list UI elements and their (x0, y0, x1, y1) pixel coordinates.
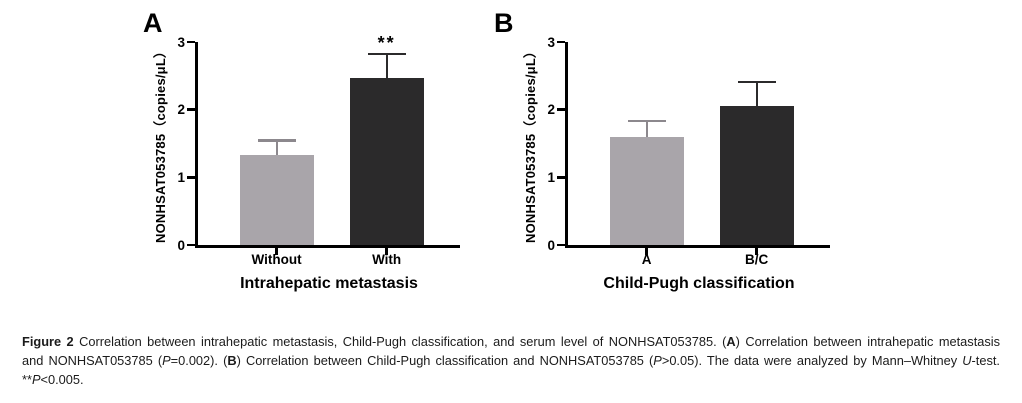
y-tick-label: 2 (177, 102, 185, 118)
chart-panel-b: B NONHSAT053785（copies/μL） Child-Pugh cl… (494, 10, 830, 292)
bar-a (609, 137, 684, 245)
x-category-label: A (641, 252, 652, 267)
error-bar-cap (257, 139, 296, 142)
caption-line: and NONHSAT053785 (P=0.002). (B) Correla… (22, 351, 1000, 370)
x-axis-line (195, 245, 460, 248)
y-tick-mark (187, 108, 195, 111)
error-bar-line (275, 139, 278, 155)
x-axis-title: Child-Pugh classification (603, 275, 795, 292)
caption-text: ) Correlation between Child-Pugh classif… (236, 353, 654, 368)
error-bar-line (645, 119, 648, 138)
bar-b-c (719, 105, 794, 245)
caption-text: ** (22, 372, 32, 387)
chart-panel-a: A NONHSAT053785（copies/μL） Intrahepatic … (143, 10, 460, 292)
error-bar-line (385, 52, 388, 78)
y-tick-mark (557, 243, 565, 247)
caption-text: Figure 2 (22, 334, 74, 349)
y-axis-line (565, 42, 568, 248)
y-tick-label: 1 (177, 169, 185, 185)
x-category-label: B/C (745, 252, 769, 267)
x-category-label: With (372, 252, 402, 267)
y-tick-mark (187, 243, 195, 247)
y-tick-mark (557, 176, 565, 179)
x-axis-line (565, 245, 830, 248)
y-axis-label: NONHSAT053785（copies/μL） (153, 44, 168, 244)
caption-line: **P<0.005. (22, 370, 1000, 389)
caption-text: <0.005. (40, 372, 84, 387)
error-bar-cap (367, 52, 406, 55)
x-tick-mark (645, 248, 648, 255)
caption-text: =0.002). ( (170, 353, 228, 368)
y-tick-label: 2 (547, 102, 555, 118)
y-tick-label: 1 (547, 169, 555, 185)
y-tick-label: 3 (547, 34, 555, 50)
error-bar-line (755, 81, 758, 106)
x-category-label: Without (251, 252, 302, 267)
y-tick-label: 0 (547, 237, 555, 253)
significance-marker: ** (377, 32, 396, 53)
x-tick-mark (275, 248, 278, 255)
x-tick-mark (755, 248, 758, 255)
x-axis-title: Intrahepatic metastasis (240, 275, 418, 292)
caption-text: P (31, 372, 41, 387)
caption-text: P (162, 353, 171, 368)
caption-text: ) Correlation between intrahepatic metas… (735, 334, 1001, 349)
y-tick-label: 3 (177, 34, 185, 50)
caption-text: A (726, 334, 736, 349)
y-axis-label: NONHSAT053785（copies/μL） (523, 44, 538, 244)
panel-letter-b: B (494, 8, 514, 38)
caption-text: P (653, 353, 662, 368)
bar-without (239, 155, 314, 245)
caption-text: >0.05). The data were analyzed by Mann–W… (661, 353, 963, 368)
bar-with (349, 77, 424, 245)
y-tick-mark (187, 176, 195, 179)
caption-text: and NONHSAT053785 ( (22, 353, 163, 368)
panel-letter-a: A (143, 8, 163, 38)
error-bar-cap (627, 119, 666, 122)
y-axis-line (195, 42, 198, 248)
caption-text: -test. (971, 353, 1000, 368)
figure-caption: Figure 2 Correlation between intrahepati… (22, 332, 1000, 389)
y-tick-mark (187, 40, 195, 44)
y-tick-mark (557, 108, 565, 111)
caption-text: B (227, 353, 237, 368)
error-bar-cap (737, 81, 776, 84)
y-tick-mark (557, 40, 565, 44)
caption-text: U (962, 353, 972, 368)
caption-text: Correlation between intrahepatic metasta… (73, 334, 727, 349)
y-tick-label: 0 (177, 237, 185, 253)
caption-line: Figure 2 Correlation between intrahepati… (22, 332, 1000, 351)
x-tick-mark (385, 248, 388, 255)
